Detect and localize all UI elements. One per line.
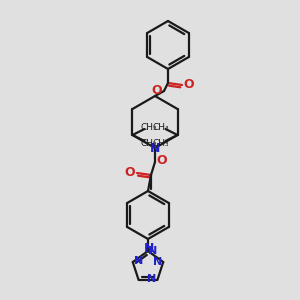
Text: CH₃: CH₃ [141, 122, 158, 131]
Text: O: O [125, 167, 135, 179]
Text: CH₃: CH₃ [141, 139, 158, 148]
Text: N: N [153, 257, 162, 267]
Text: O: O [157, 154, 167, 167]
Text: N: N [150, 142, 160, 155]
Text: CH₃: CH₃ [152, 139, 169, 148]
Text: N: N [134, 256, 143, 266]
Text: CH₃: CH₃ [152, 122, 169, 131]
Text: O: O [184, 79, 194, 92]
Text: N: N [144, 242, 154, 256]
Text: N: N [148, 246, 158, 256]
Text: O: O [152, 83, 162, 97]
Text: N: N [147, 274, 156, 284]
